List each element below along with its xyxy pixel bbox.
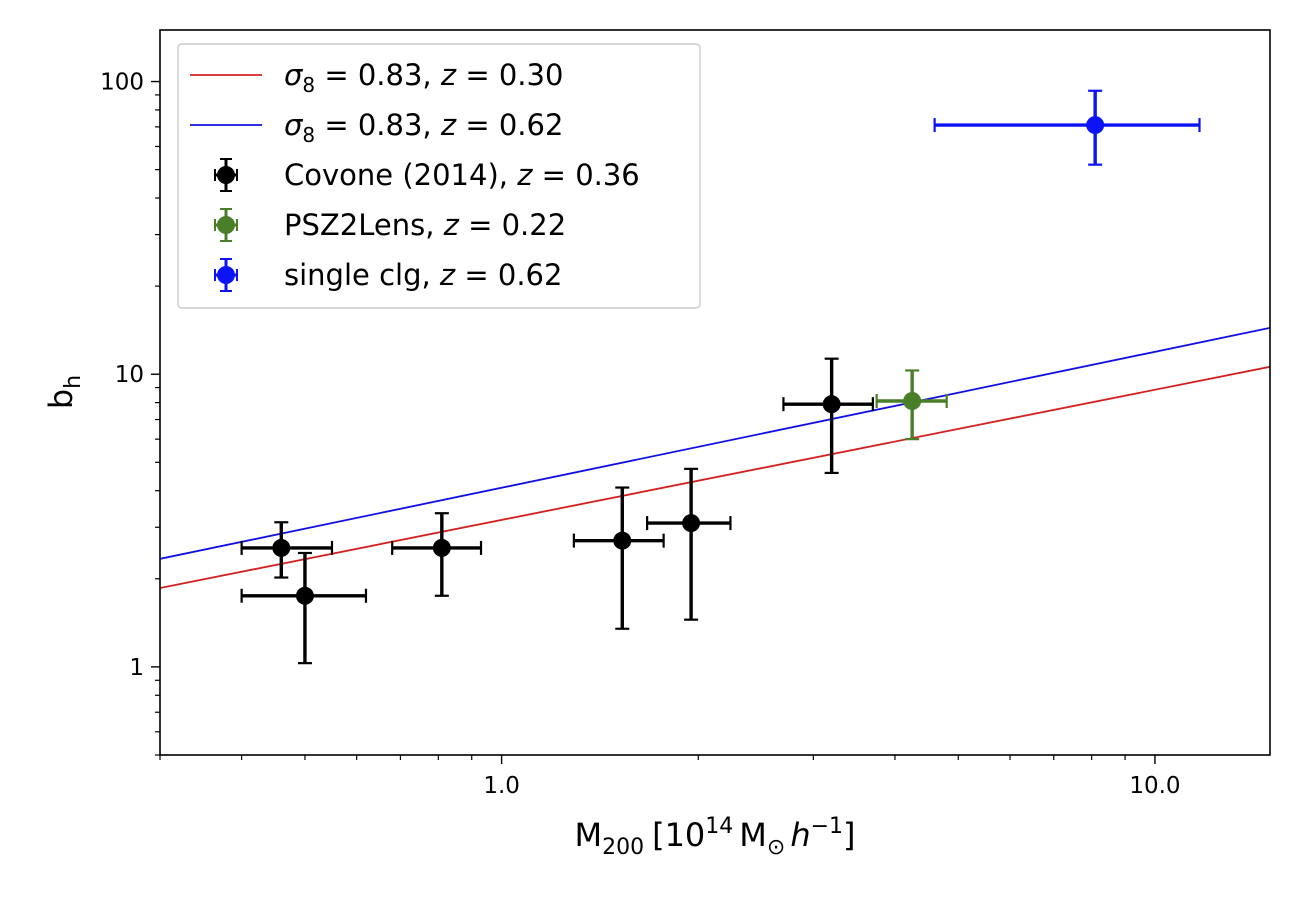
legend-z-value: = 0.30 (456, 58, 563, 92)
x-tick-label: 10.0 (1129, 773, 1180, 799)
axis-ticks: 1.0 10.0 1 10 100 (100, 70, 1180, 799)
legend-box (177, 43, 701, 309)
legend-marker (217, 166, 235, 184)
legend-z: z (440, 58, 457, 92)
legend-errorbar-swatch (214, 208, 238, 242)
x-axis-label: M200 [1014 M⊙ h−1] (574, 814, 855, 860)
data-point (391, 512, 483, 597)
legend-z-value: = 0.62 (456, 108, 563, 142)
legend-sigma-sub: 8 (302, 123, 315, 147)
data-point (572, 486, 665, 630)
data-point (782, 357, 874, 475)
plot-area (160, 89, 1270, 665)
legend-z-value: = 0.22 (459, 208, 566, 242)
axes-frame (159, 29, 1271, 756)
legend-z: z (439, 258, 456, 292)
y-tick-label: 1 (129, 655, 144, 681)
legend-z-value: = 0.62 (455, 258, 562, 292)
legend-errorbar-swatch (214, 258, 238, 292)
legend-sigma: σ (284, 58, 304, 92)
legend-entry: single clg, z = 0.62 (214, 258, 562, 292)
legend-z: z (440, 108, 457, 142)
legend-entry: σ8 = 0.83, z = 0.62 (190, 108, 563, 147)
legend-label-text: PSZ2Lens, (284, 208, 444, 242)
data-point (875, 369, 948, 441)
legend-entry: Covone (2014), z = 0.36 (214, 158, 640, 192)
data-point (933, 89, 1201, 166)
y-tick-label: 100 (100, 70, 144, 96)
y-axis-label: bh (42, 375, 86, 409)
legend-label-text: Covone (2014), (284, 158, 517, 192)
legend-label: PSZ2Lens, z = 0.22 (284, 208, 566, 242)
x-tick-label: 1.0 (483, 773, 520, 799)
legend-z: z (443, 208, 460, 242)
legend-entry: σ8 = 0.83, z = 0.30 (190, 58, 563, 97)
legend-sigma: σ (284, 108, 304, 142)
legend-label: σ8 = 0.83, z = 0.62 (284, 108, 563, 147)
data-point-marker (613, 531, 632, 550)
legend-marker (217, 266, 235, 284)
legend-errorbar-swatch (214, 158, 238, 192)
data-point-marker (822, 395, 841, 414)
model-curve (160, 365, 1270, 589)
y-tick-label: 10 (115, 362, 144, 388)
legend-z: z (516, 158, 533, 192)
legend-entry: PSZ2Lens, z = 0.22 (214, 208, 566, 242)
data-point (240, 521, 334, 579)
legend-label: single clg, z = 0.62 (284, 258, 562, 292)
legend-label-text: = 0.83, (315, 108, 441, 142)
data-point-marker (272, 538, 291, 557)
data-point-marker (295, 586, 314, 605)
data-point (240, 551, 368, 665)
legend-marker (217, 216, 235, 234)
legend-label-text: = 0.83, (315, 58, 441, 92)
data-point-marker (682, 514, 701, 533)
legend-label: Covone (2014), z = 0.36 (284, 158, 640, 192)
data-point-marker (432, 538, 451, 557)
legend-z-value: = 0.36 (532, 158, 639, 192)
model-curve (160, 326, 1270, 560)
legend-sigma-sub: 8 (302, 73, 315, 97)
legend-label: σ8 = 0.83, z = 0.30 (284, 58, 563, 97)
legend-label-text: single clg, (284, 258, 440, 292)
data-point (646, 467, 732, 621)
data-point-marker (1086, 116, 1105, 135)
data-point-marker (903, 392, 922, 411)
